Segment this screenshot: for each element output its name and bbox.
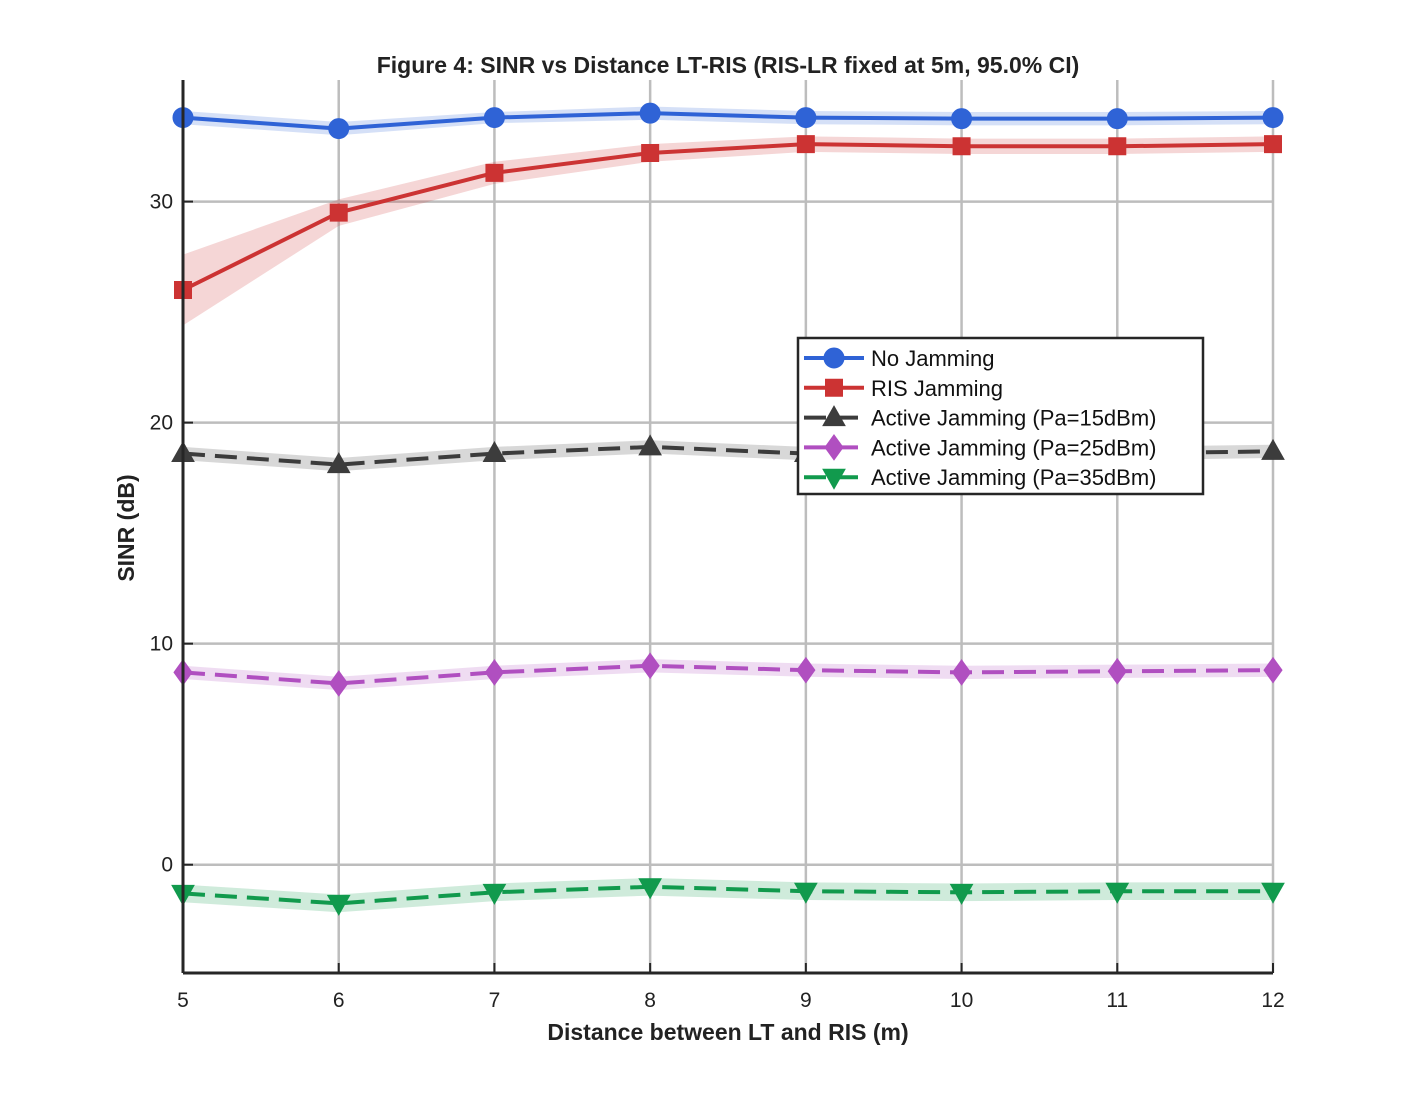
point-series-1 bbox=[952, 137, 971, 156]
ci-band-series-3 bbox=[183, 659, 1273, 691]
legend: No Jamming RIS Jamming Active Jamming (Pa=… bbox=[796, 336, 1205, 496]
point-series-2 bbox=[1261, 438, 1285, 460]
point-series-0 bbox=[328, 118, 350, 140]
legend-label-2: Active Jamming (Pa=15dBm) bbox=[871, 406, 1157, 431]
point-series-1 bbox=[1264, 135, 1282, 154]
legend-label-0: No Jamming bbox=[871, 346, 994, 371]
point-series-0 bbox=[795, 107, 817, 129]
point-series-0 bbox=[483, 107, 505, 129]
y-tick-label: 20 bbox=[150, 412, 173, 435]
series-lines bbox=[182, 111, 1274, 906]
axes: 5 6 7 8 9 10 11 12 0 10 20 30 bbox=[150, 80, 1285, 1012]
point-series-4 bbox=[794, 882, 818, 904]
legend-marker-3 bbox=[824, 434, 844, 461]
confidence-bands bbox=[183, 106, 1273, 913]
point-series-0 bbox=[951, 108, 973, 130]
point-series-1 bbox=[485, 163, 504, 182]
legend-label-4: Active Jamming (Pa=35dBm) bbox=[871, 465, 1157, 490]
point-series-3 bbox=[640, 652, 660, 680]
point-series-0 bbox=[1106, 108, 1128, 130]
point-series-2 bbox=[638, 434, 662, 456]
point-series-1 bbox=[641, 143, 660, 162]
legend-marker-1 bbox=[825, 378, 843, 397]
point-series-1 bbox=[796, 135, 815, 154]
legend-marker-2 bbox=[822, 405, 846, 427]
x-tick-label: 9 bbox=[800, 989, 812, 1012]
point-series-2 bbox=[482, 441, 507, 463]
x-tick-label: 6 bbox=[333, 989, 345, 1012]
grid bbox=[181, 80, 1275, 973]
x-tick-label: 10 bbox=[950, 989, 973, 1012]
x-tick-label: 11 bbox=[1106, 989, 1128, 1012]
y-tick-label: 10 bbox=[150, 633, 173, 656]
y-axis-label: SINR (dB) bbox=[113, 474, 139, 581]
legend-marker-0 bbox=[823, 347, 845, 369]
point-series-4 bbox=[1261, 882, 1285, 904]
y-tick-label: 30 bbox=[150, 191, 173, 214]
point-series-1 bbox=[329, 203, 348, 222]
point-series-0 bbox=[639, 102, 661, 124]
point-series-2 bbox=[326, 452, 351, 474]
x-tick-label: 12 bbox=[1261, 989, 1284, 1012]
ci-band-series-0 bbox=[183, 106, 1273, 136]
point-series-3 bbox=[1107, 657, 1127, 685]
legend-box bbox=[796, 336, 1205, 496]
y-tick-label: 0 bbox=[161, 854, 173, 877]
point-series-3 bbox=[951, 659, 972, 686]
point-series-4 bbox=[482, 883, 507, 905]
point-series-1 bbox=[1108, 137, 1127, 156]
point-series-3 bbox=[796, 656, 816, 684]
line-series-3 bbox=[182, 663, 1274, 686]
point-series-3 bbox=[484, 659, 505, 686]
legend-label-3: Active Jamming (Pa=25dBm) bbox=[871, 435, 1157, 460]
chart-title: Figure 4: SINR vs Distance LT-RIS (RIS-L… bbox=[377, 52, 1080, 78]
ci-band-series-4 bbox=[183, 877, 1273, 913]
line-series-0 bbox=[182, 111, 1274, 131]
point-series-3 bbox=[1263, 656, 1283, 684]
point-series-4 bbox=[638, 878, 662, 900]
legend-label-1: RIS Jamming bbox=[871, 376, 1003, 401]
x-axis-label: Distance between LT and RIS (m) bbox=[547, 1019, 908, 1045]
line-series-4 bbox=[182, 884, 1273, 906]
point-series-3 bbox=[329, 670, 349, 697]
x-tick-label: 7 bbox=[489, 989, 501, 1012]
point-series-4 bbox=[326, 894, 351, 916]
point-series-4 bbox=[949, 883, 974, 905]
x-tick-label: 8 bbox=[644, 989, 656, 1012]
ci-band-series-1 bbox=[183, 136, 1273, 326]
x-tick-label: 5 bbox=[177, 989, 189, 1012]
line-series-1 bbox=[182, 142, 1274, 292]
point-series-0 bbox=[1262, 107, 1284, 129]
point-series-4 bbox=[1105, 882, 1130, 904]
legend-marker-4 bbox=[822, 468, 846, 490]
